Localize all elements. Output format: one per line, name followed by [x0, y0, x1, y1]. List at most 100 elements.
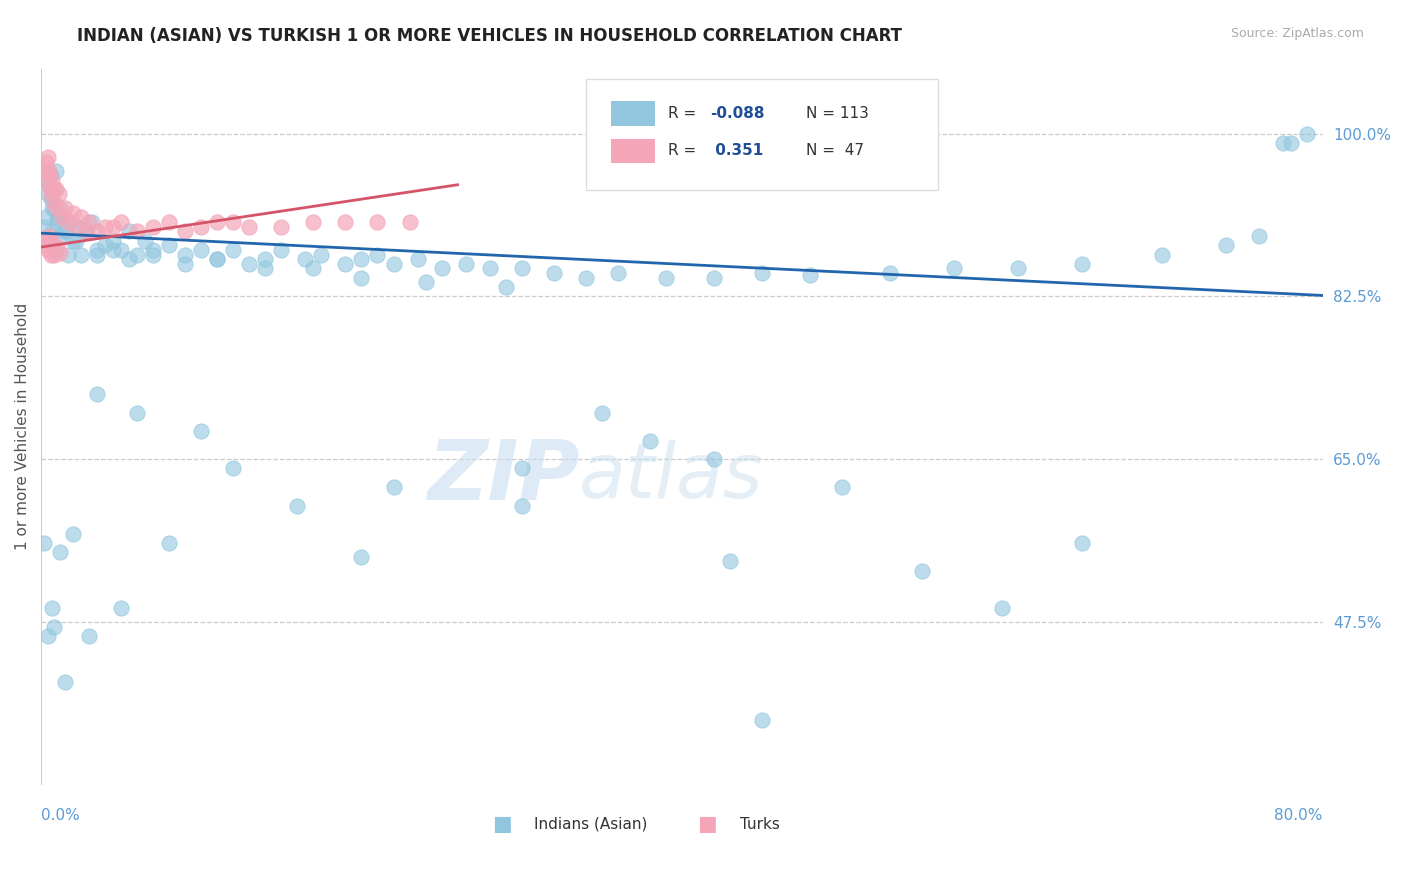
Point	[77, 215, 100, 229]
Point	[350, 270, 373, 285]
Point	[118, 252, 141, 267]
Point	[655, 270, 678, 285]
Point	[38, 228, 60, 243]
Point	[37, 187, 59, 202]
Point	[238, 219, 260, 234]
Point	[142, 243, 165, 257]
Point	[575, 270, 598, 285]
Point	[53, 675, 76, 690]
Point	[44, 164, 66, 178]
Text: ■: ■	[492, 814, 512, 834]
Point	[42, 196, 65, 211]
Point	[287, 499, 309, 513]
Point	[638, 434, 661, 448]
Text: Turks: Turks	[740, 816, 779, 831]
Point	[70, 211, 93, 225]
Point	[110, 215, 132, 229]
Point	[58, 215, 80, 229]
Point	[1271, 136, 1294, 150]
Point	[157, 238, 180, 252]
Point	[46, 240, 69, 254]
Text: R =: R =	[668, 144, 700, 159]
Point	[222, 243, 245, 257]
Point	[94, 238, 117, 252]
Point	[174, 247, 197, 261]
Text: ■: ■	[697, 814, 717, 834]
Point	[406, 252, 429, 267]
Point	[44, 243, 66, 257]
Text: INDIAN (ASIAN) VS TURKISH 1 OR MORE VEHICLES IN HOUSEHOLD CORRELATION CHART: INDIAN (ASIAN) VS TURKISH 1 OR MORE VEHI…	[77, 27, 903, 45]
Point	[49, 245, 72, 260]
Point	[1295, 127, 1317, 141]
Point	[39, 187, 62, 202]
Point	[42, 247, 65, 261]
Point	[38, 234, 60, 248]
Point	[35, 211, 58, 225]
Point	[77, 629, 100, 643]
Point	[207, 252, 229, 267]
Point	[86, 247, 108, 261]
Point	[118, 224, 141, 238]
Point	[51, 211, 73, 225]
Point	[302, 215, 325, 229]
Point	[454, 257, 477, 271]
Point	[1215, 238, 1237, 252]
Point	[62, 526, 84, 541]
Point	[190, 424, 212, 438]
Point	[703, 270, 725, 285]
Point	[157, 536, 180, 550]
Point	[35, 154, 58, 169]
Point	[39, 192, 62, 206]
Point	[34, 536, 56, 550]
Point	[103, 243, 125, 257]
Point	[1247, 228, 1270, 243]
Point	[62, 234, 84, 248]
Point	[37, 173, 59, 187]
Point	[222, 215, 245, 229]
Point	[42, 619, 65, 633]
Point	[51, 211, 73, 225]
Point	[1007, 261, 1029, 276]
Point	[110, 243, 132, 257]
Point	[1279, 136, 1302, 150]
Point	[37, 629, 59, 643]
Point	[543, 266, 565, 280]
Point	[799, 268, 821, 282]
Point	[48, 187, 70, 202]
Text: 0.351: 0.351	[710, 144, 763, 159]
Point	[34, 238, 56, 252]
Point	[103, 234, 125, 248]
Point	[41, 234, 63, 248]
Point	[110, 601, 132, 615]
Point	[35, 234, 58, 248]
Point	[53, 201, 76, 215]
Point	[335, 257, 357, 271]
Point	[58, 247, 80, 261]
Y-axis label: 1 or more Vehicles in Household: 1 or more Vehicles in Household	[15, 303, 30, 550]
Text: atlas: atlas	[579, 440, 763, 514]
Point	[911, 564, 934, 578]
Point	[59, 215, 82, 229]
Point	[1071, 536, 1094, 550]
Text: Indians (Asian): Indians (Asian)	[534, 816, 648, 831]
Point	[75, 224, 97, 238]
Point	[42, 182, 65, 196]
Text: Source: ZipAtlas.com: Source: ZipAtlas.com	[1230, 27, 1364, 40]
Point	[41, 201, 63, 215]
Point	[174, 224, 197, 238]
Point	[142, 247, 165, 261]
Point	[478, 261, 501, 276]
Point	[222, 461, 245, 475]
Point	[46, 215, 69, 229]
Point	[70, 247, 93, 261]
Point	[127, 247, 149, 261]
Point	[366, 247, 388, 261]
Point	[270, 243, 292, 257]
Point	[86, 243, 108, 257]
Point	[41, 224, 63, 238]
Point	[37, 243, 59, 257]
Point	[82, 215, 104, 229]
Text: 0.0%: 0.0%	[41, 808, 80, 823]
Point	[879, 266, 901, 280]
Point	[127, 406, 149, 420]
